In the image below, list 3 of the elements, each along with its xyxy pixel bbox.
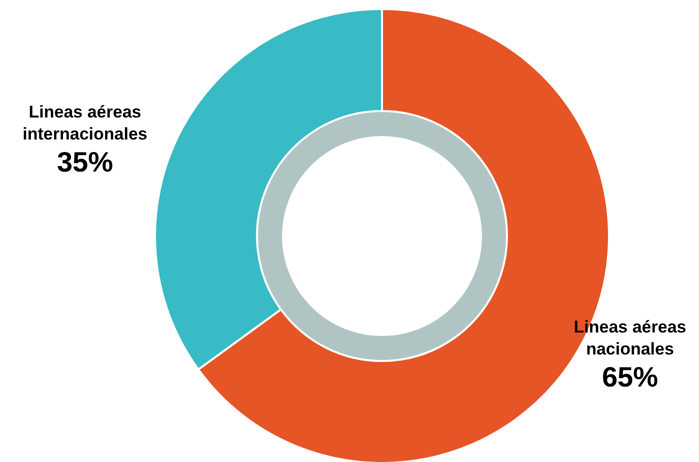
data-label: 35%: [56, 146, 114, 178]
data-label: 65%: [602, 362, 658, 392]
slice-label: Lineas aéreas internacionales: [22, 102, 148, 144]
